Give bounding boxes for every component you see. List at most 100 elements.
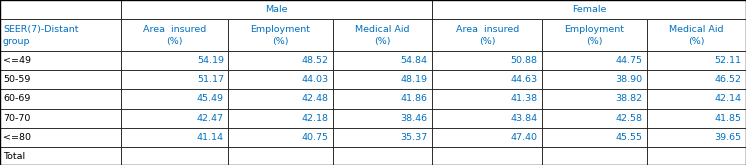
- Text: 42.18: 42.18: [301, 114, 328, 123]
- Bar: [121, 0, 228, 19]
- Bar: [0, 89, 121, 109]
- Text: group: group: [3, 37, 31, 46]
- Bar: [542, 19, 647, 50]
- Text: (%): (%): [586, 37, 603, 46]
- Text: (%): (%): [272, 37, 289, 46]
- Bar: [333, 128, 432, 147]
- Bar: [333, 0, 432, 19]
- Bar: [542, 147, 647, 165]
- Bar: [333, 89, 432, 109]
- Bar: [0, 0, 121, 19]
- Text: 46.52: 46.52: [715, 75, 742, 84]
- Text: <=49: <=49: [3, 56, 31, 65]
- Bar: [432, 128, 542, 147]
- Text: 39.65: 39.65: [715, 133, 742, 142]
- Bar: [228, 50, 333, 70]
- Bar: [432, 0, 746, 19]
- Text: 40.75: 40.75: [301, 133, 328, 142]
- Text: Male: Male: [265, 5, 288, 14]
- Text: SEER(7)-Distant: SEER(7)-Distant: [3, 25, 78, 34]
- Text: 44.03: 44.03: [301, 75, 328, 84]
- Bar: [333, 50, 432, 70]
- Text: 50.88: 50.88: [511, 56, 538, 65]
- Text: 35.37: 35.37: [401, 133, 427, 142]
- Text: 41.85: 41.85: [715, 114, 742, 123]
- Bar: [432, 50, 542, 70]
- Bar: [0, 147, 121, 165]
- Bar: [647, 109, 746, 128]
- Text: 44.75: 44.75: [615, 56, 642, 65]
- Bar: [228, 147, 333, 165]
- Text: 43.84: 43.84: [510, 114, 538, 123]
- Bar: [228, 19, 333, 50]
- Bar: [121, 109, 228, 128]
- Text: 41.86: 41.86: [401, 94, 427, 103]
- Text: 52.11: 52.11: [715, 56, 742, 65]
- Bar: [0, 70, 121, 89]
- Text: (%): (%): [479, 37, 495, 46]
- Text: 42.58: 42.58: [615, 114, 642, 123]
- Bar: [121, 19, 228, 50]
- Text: (%): (%): [374, 37, 391, 46]
- Text: Employment: Employment: [565, 25, 624, 34]
- Text: (%): (%): [688, 37, 704, 46]
- Bar: [228, 70, 333, 89]
- Bar: [0, 128, 121, 147]
- Text: 60-69: 60-69: [3, 94, 31, 103]
- Bar: [121, 128, 228, 147]
- Text: 45.49: 45.49: [197, 94, 224, 103]
- Text: (%): (%): [166, 37, 183, 46]
- Bar: [333, 19, 432, 50]
- Bar: [0, 109, 121, 128]
- Bar: [647, 50, 746, 70]
- Bar: [432, 19, 542, 50]
- Bar: [0, 19, 121, 50]
- Text: 41.14: 41.14: [197, 133, 224, 142]
- Text: 38.46: 38.46: [401, 114, 427, 123]
- Bar: [432, 70, 542, 89]
- Text: 70-70: 70-70: [3, 114, 31, 123]
- Text: 38.90: 38.90: [615, 75, 642, 84]
- Text: 47.40: 47.40: [511, 133, 538, 142]
- Bar: [542, 128, 647, 147]
- Bar: [121, 89, 228, 109]
- Text: 50-59: 50-59: [3, 75, 31, 84]
- Text: 42.14: 42.14: [715, 94, 742, 103]
- Bar: [542, 70, 647, 89]
- Bar: [647, 128, 746, 147]
- Text: 41.38: 41.38: [510, 94, 538, 103]
- Text: Total: Total: [3, 152, 25, 161]
- Bar: [228, 0, 333, 19]
- Text: Female: Female: [572, 5, 606, 14]
- Text: Area  insured: Area insured: [456, 25, 518, 34]
- Bar: [542, 0, 647, 19]
- Bar: [542, 50, 647, 70]
- Bar: [647, 70, 746, 89]
- Bar: [333, 109, 432, 128]
- Bar: [647, 89, 746, 109]
- Text: Employment: Employment: [251, 25, 310, 34]
- Text: 54.84: 54.84: [401, 56, 427, 65]
- Text: 54.19: 54.19: [197, 56, 224, 65]
- Bar: [647, 0, 746, 19]
- Bar: [542, 89, 647, 109]
- Text: <=80: <=80: [3, 133, 31, 142]
- Bar: [333, 147, 432, 165]
- Text: 38.82: 38.82: [615, 94, 642, 103]
- Bar: [432, 109, 542, 128]
- Bar: [432, 89, 542, 109]
- Text: 45.55: 45.55: [615, 133, 642, 142]
- Bar: [432, 147, 542, 165]
- Text: Medical Aid: Medical Aid: [669, 25, 724, 34]
- Bar: [432, 0, 542, 19]
- Text: 51.17: 51.17: [197, 75, 224, 84]
- Text: 42.47: 42.47: [197, 114, 224, 123]
- Text: Area  insured: Area insured: [142, 25, 206, 34]
- Text: Medical Aid: Medical Aid: [355, 25, 410, 34]
- Text: 44.63: 44.63: [510, 75, 538, 84]
- Bar: [0, 50, 121, 70]
- Text: 48.52: 48.52: [301, 56, 328, 65]
- Bar: [228, 128, 333, 147]
- Bar: [121, 147, 228, 165]
- Bar: [647, 147, 746, 165]
